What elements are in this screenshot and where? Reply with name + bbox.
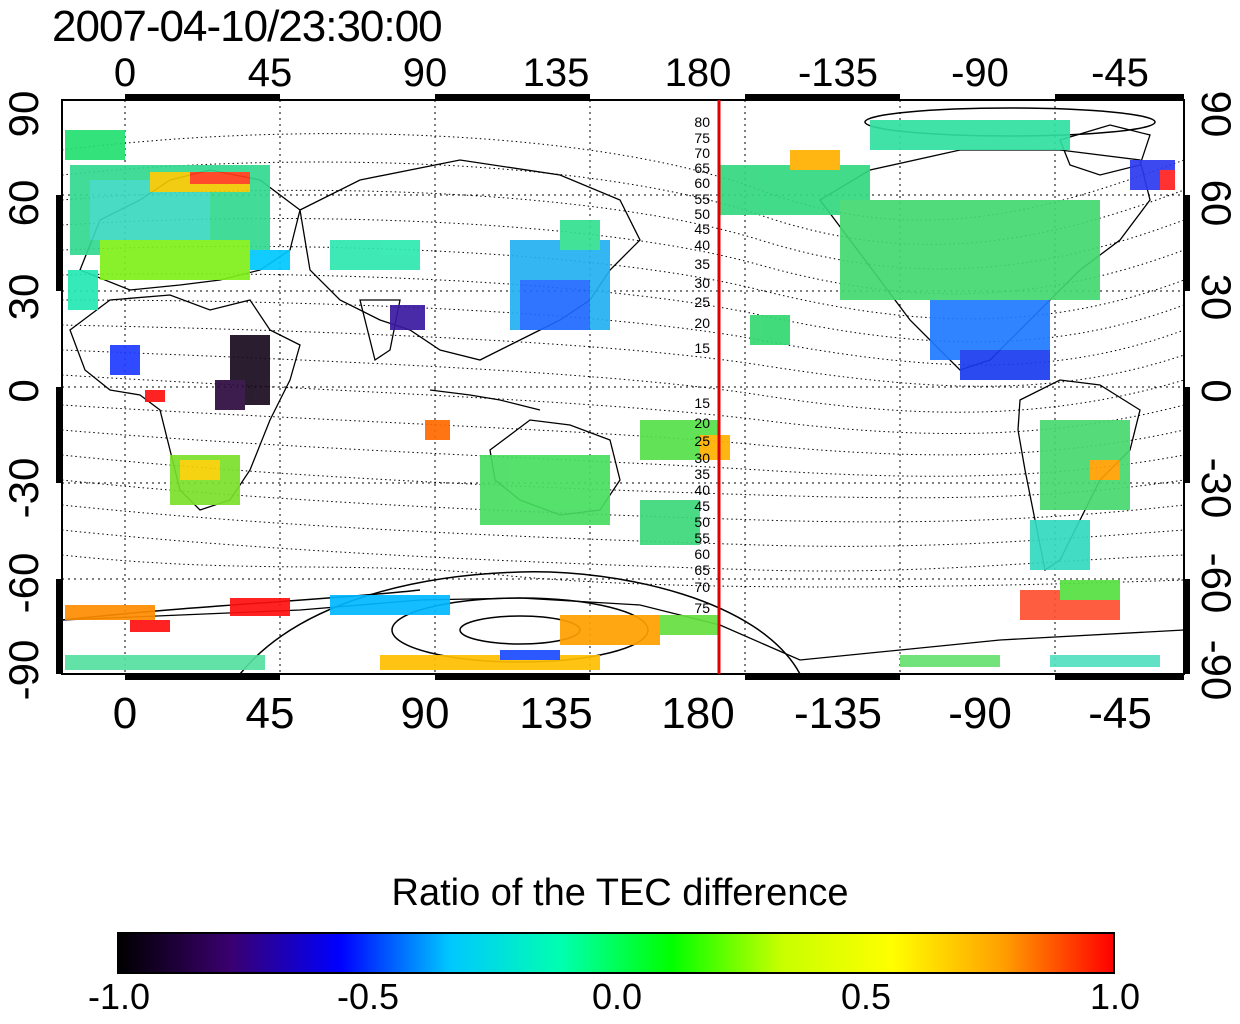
mag-lat-label: 35	[694, 466, 710, 482]
mag-lat-label: 65	[694, 562, 710, 578]
lat-tick-label: -90	[0, 640, 47, 701]
lon-tick-label: 90	[403, 51, 448, 95]
lon-tick-label: -90	[951, 51, 1009, 95]
lon-tick-label: 45	[248, 51, 293, 95]
lon-tick-label: 0	[114, 51, 136, 95]
mag-lat-label: 15	[694, 340, 710, 356]
lat-tick-label: -90	[1193, 640, 1240, 701]
mag-lat-label: 45	[694, 498, 710, 514]
colorbar-tick: 1.0	[1089, 976, 1141, 1017]
mag-lat-label: 25	[694, 433, 710, 449]
mag-lat-label: 80	[694, 114, 710, 130]
colorbar	[117, 932, 1115, 974]
mag-lat-label: 75	[694, 130, 710, 146]
lat-tick-label: 30	[0, 274, 47, 321]
lon-tick-label: -45	[1091, 51, 1149, 95]
colorbar-title: Ratio of the TEC difference	[391, 872, 849, 914]
mag-lat-label: 70	[694, 579, 710, 595]
lon-tick-label: 135	[523, 51, 590, 95]
lon-tick-label: 45	[246, 689, 295, 738]
colorbar-tick: 0.0	[591, 976, 643, 1017]
mag-lat-label: 65	[694, 160, 710, 176]
mag-lat-label: 30	[694, 450, 710, 466]
tec-map: 80 75 70 65 60 55 50 45 40 35 30 25 20 1…	[0, 51, 1240, 738]
lat-tick-label: 90	[1193, 91, 1240, 138]
timestamp-title: 2007-04-10/23:30:00	[52, 2, 443, 51]
lat-tick-label: 0	[0, 379, 47, 402]
colorbar-tick: 0.5	[840, 976, 892, 1017]
bottom-lon-labels: 0 45 90 135 180 -135 -90 -45	[113, 689, 1152, 738]
left-lat-labels: 90 60 30 0 -30 -60 -90	[0, 91, 47, 701]
lat-tick-label: -60	[1193, 553, 1240, 614]
mag-lat-label: 25	[694, 294, 710, 310]
lat-tick-label: 0	[1193, 379, 1240, 402]
mag-lat-label: 35	[694, 256, 710, 272]
top-lon-labels: 0 45 90 135 180 -135 -90 -45	[114, 51, 1149, 95]
lon-tick-label: 0	[113, 689, 137, 738]
mag-lat-label: 45	[694, 221, 710, 237]
frame-ticks	[56, 94, 1190, 680]
lon-tick-label: -45	[1088, 689, 1152, 738]
lat-tick-label: 60	[1193, 180, 1240, 227]
lon-tick-label: -90	[948, 689, 1012, 738]
mag-lat-label: 50	[694, 514, 710, 530]
lat-tick-label: -60	[0, 553, 47, 614]
colorbar-tick: -0.5	[336, 976, 400, 1017]
tec-data-patches	[65, 120, 1175, 670]
mag-lat-label: 40	[694, 482, 710, 498]
lat-tick-label: 60	[0, 180, 47, 227]
mag-lat-label: 55	[694, 530, 710, 546]
lon-tick-label: 135	[519, 689, 592, 738]
colorbar-tick: -1.0	[87, 976, 151, 1017]
lat-tick-label: -30	[0, 458, 47, 519]
lon-tick-label: 180	[665, 51, 732, 95]
mag-lat-label: 15	[694, 395, 710, 411]
lat-tick-label: 90	[0, 91, 47, 138]
lon-tick-label: 180	[661, 689, 734, 738]
mag-lat-label: 40	[694, 237, 710, 253]
lon-tick-label: -135	[794, 689, 882, 738]
mag-lat-label: 20	[694, 315, 710, 331]
lon-tick-label: 90	[401, 689, 450, 738]
lon-tick-label: -135	[798, 51, 878, 95]
mag-lat-label: 70	[694, 145, 710, 161]
mag-lat-label: 60	[694, 546, 710, 562]
mag-lat-label: 75	[694, 600, 710, 616]
mag-lat-label: 60	[694, 175, 710, 191]
magnetic-lat-labels: 80 75 70 65 60 55 50 45 40 35 30 25 20 1…	[694, 114, 710, 616]
mag-lat-label: 55	[694, 191, 710, 207]
mag-lat-label: 20	[694, 415, 710, 431]
mag-lat-label: 50	[694, 206, 710, 222]
right-lat-labels: 90 60 30 0 -30 -60 -90	[1193, 91, 1240, 701]
mag-lat-label: 30	[694, 275, 710, 291]
lat-tick-label: -30	[1193, 458, 1240, 519]
lat-tick-label: 30	[1193, 274, 1240, 321]
